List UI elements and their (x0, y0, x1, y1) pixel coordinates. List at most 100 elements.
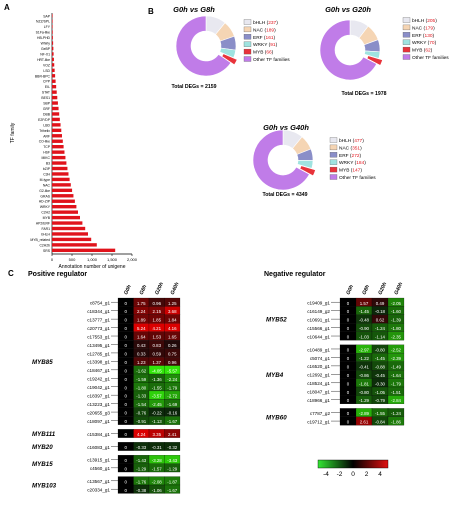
neg-row-id: c19712_g1 (307, 419, 330, 424)
neg-cell-value: -2.89 (359, 411, 370, 416)
neg-cell-value: 0 (347, 398, 350, 403)
neg-cell-value: -1.03 (359, 335, 370, 340)
donut-title-1: G0h vs G20h (325, 5, 371, 14)
pos-cell-value: -1.54 (136, 402, 147, 407)
a-category-label: HRT-like (37, 58, 50, 62)
neg-title: Negative regulator (264, 271, 326, 278)
neg-cell-value: -0.48 (359, 318, 370, 323)
pos-cell-value: -3.43 (167, 458, 178, 463)
pos-row-id: c13223_g1 (87, 402, 110, 407)
donut-slice-other-tf-families (319, 19, 377, 81)
a-category-label: LFY (44, 25, 51, 29)
donut-slice-other-tf-families (252, 129, 310, 191)
pos-title: Positive regulator (28, 271, 87, 278)
legend-swatch (243, 41, 252, 47)
pos-cell-value: -1.67 (167, 488, 178, 493)
neg-cell (387, 331, 405, 341)
pos-cell-value: 0 (125, 479, 128, 484)
a-x-tick-label: 0 (51, 257, 54, 262)
neg-cell-value: 0 (347, 301, 350, 306)
a-bar (52, 183, 71, 187)
a-category-label: VOZ (43, 63, 50, 67)
neg-row-id: c18047_g1 (307, 390, 330, 395)
pos-row-id: c19042_g1 (87, 385, 110, 390)
pos-cell-value: 0 (125, 445, 128, 450)
pos-cell-value: -0.76 (136, 411, 147, 416)
neg-row-id: c16149_g2 (307, 309, 330, 314)
pos-cell-value: 2.24 (137, 309, 146, 314)
legend-swatch (329, 166, 338, 173)
neg-col-header: G40h (393, 282, 404, 296)
neg-cell-value: 0 (347, 381, 350, 386)
neg-cell-value: 0 (347, 335, 350, 340)
a-bar (52, 210, 78, 214)
pos-cell-value: 1.23 (137, 360, 146, 365)
pos-row-id: c16083_g1 (87, 445, 110, 450)
neg-cell-value: -1.81 (359, 381, 370, 386)
a-category-label: LBD (43, 123, 50, 127)
neg-cell-value: 0 (347, 411, 350, 416)
a-bar (52, 166, 68, 171)
pos-cell-value: 0 (125, 402, 128, 407)
neg-cell-value: -1.64 (391, 373, 402, 378)
pos-cell-value: 0 (125, 335, 128, 340)
neg-cell-value: -0.41 (359, 364, 370, 369)
pos-cell-value: -0.16 (167, 411, 178, 416)
neg-row-id: c15566_g1 (307, 326, 330, 331)
neg-cell-value: -0.84 (375, 420, 386, 425)
a-category-label: HB-PHD (37, 36, 51, 40)
pos-row-id: c19242_g1 (87, 377, 110, 382)
legend-swatch (329, 144, 338, 151)
pos-group-label: MYB111 (32, 431, 56, 438)
a-category-label: SBP (43, 102, 51, 106)
neg-cell-value: -2.97 (359, 348, 370, 353)
pos-cell-value: -1.76 (136, 479, 147, 484)
pos-cell-value: -1.29 (167, 466, 178, 471)
donut-slice-myb (221, 53, 238, 66)
a-category-label: WRKY (40, 205, 51, 209)
pos-row-id: c18397_g1 (87, 394, 110, 399)
a-bar (52, 117, 60, 122)
pos-cell-value: 1.53 (152, 335, 161, 340)
pos-cell-value: 1.65 (168, 335, 177, 340)
a-x-tick-label: 2,000 (127, 257, 138, 262)
legend-swatch (402, 24, 411, 31)
pos-col-header: G8h (139, 284, 149, 296)
a-bar (52, 150, 65, 154)
donut-title-0: G0h vs G8h (173, 5, 215, 14)
neg-row-id: c16520_g1 (307, 364, 330, 369)
neg-cell-value: -1.55 (375, 411, 386, 416)
pos-cell-value: 0.33 (137, 351, 146, 356)
pos-col-header: G0h (123, 284, 133, 296)
pos-row-id: c4560_g1 (90, 466, 111, 471)
pos-cell-value: 0.26 (168, 343, 177, 348)
neg-cell-value: -1.60 (391, 309, 402, 314)
pos-row-id: c20773_g1 (87, 326, 110, 331)
donut-total-1: Total DEGs = 1978 (341, 91, 386, 97)
pos-cell-value: -1.13 (152, 419, 163, 424)
neg-cell (387, 416, 405, 426)
pos-row-id: c13398_g1 (87, 360, 110, 365)
pos-group-label: MYB20 (32, 444, 53, 451)
pos-cell-value: 0 (125, 343, 128, 348)
pos-cell-value: 4.16 (168, 326, 177, 331)
a-category-label: SRS (43, 249, 51, 253)
neg-row-id: c12692_g1 (307, 373, 330, 378)
pos-cell-value: 1.84 (168, 318, 177, 323)
neg-cell-value: -1.24 (391, 411, 402, 416)
pos-cell-value: 5.24 (137, 326, 146, 331)
a-bar (52, 68, 55, 73)
a-category-label: S1Fa-like (36, 31, 50, 35)
panel-letter-b: B (148, 7, 154, 16)
neg-cell-value: 0 (347, 390, 350, 395)
color-legend-tick: 0 (351, 471, 355, 478)
pos-cell-value: -5.57 (167, 368, 178, 373)
a-bar (52, 215, 80, 220)
pos-cell-value: -1.33 (136, 394, 147, 399)
a-category-label: MIKC (42, 156, 51, 160)
neg-cell-value: 0 (347, 309, 350, 314)
pos-group-label: MYB103 (32, 483, 57, 490)
pos-cell-value: 0 (125, 351, 128, 356)
a-category-label: SAP (43, 14, 51, 18)
legend-label-myb: MYB (147) (339, 168, 362, 174)
